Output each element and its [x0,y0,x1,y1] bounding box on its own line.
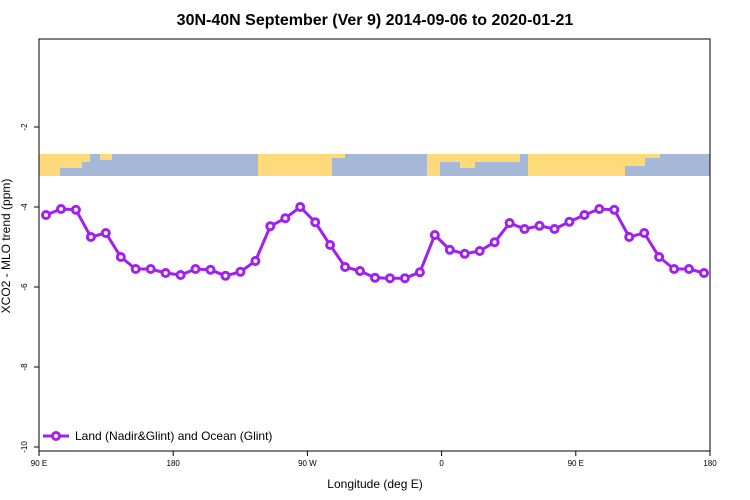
data-point [355,266,365,276]
data-point [489,237,500,248]
x-axis: 90 E 180 90 W 0 90 E 180 [31,451,717,468]
series-group [41,202,709,284]
data-point [399,273,410,284]
data-point [459,248,470,259]
data-point [250,256,261,266]
data-point [70,204,81,215]
data-point [534,220,545,231]
data-point [205,264,216,275]
x-tick-label: 0 [439,459,444,468]
data-point [295,202,306,212]
data-point [41,210,51,220]
map-land [460,154,475,168]
data-point [220,270,231,281]
data-point [340,262,351,272]
data-point [474,246,485,256]
data-point [56,204,66,214]
data-point [414,267,425,278]
map-strip [39,154,710,176]
data-point [145,264,156,274]
data-point [160,268,171,278]
x-tick-label: 180 [167,459,181,468]
map-land [82,154,90,162]
x-tick-label: 90 E [568,459,584,468]
map-land [60,154,82,168]
x-tick-label: 90 E [31,459,47,468]
data-point [504,218,515,228]
y-tick-label: -4 [20,203,29,211]
data-point [669,264,680,274]
data-point [549,224,560,234]
data-point [579,210,590,220]
data-point [370,272,380,283]
data-point [444,244,455,255]
plot-area [38,38,711,452]
map-land [39,154,60,176]
legend: Land (Nadir&Glint) and Ocean (Glint) [43,429,272,443]
x-tick-label: 90 W [298,459,317,468]
map-land [100,154,112,160]
data-point [429,230,440,240]
legend-label: Land (Nadir&Glint) and Ocean (Glint) [75,429,272,443]
y-axis-label: XCO2 - MLO trend (ppm) [0,179,13,314]
data-point [519,224,530,234]
data-point [699,268,709,278]
data-point [100,228,111,238]
y-tick-label: -8 [20,363,29,371]
legend-swatch-marker [51,431,61,441]
data-point [594,204,605,214]
data-point [130,264,141,274]
data-point [265,221,276,232]
data-point [624,232,635,242]
data-point [684,264,694,274]
data-point [235,266,246,277]
map-land [645,154,660,158]
map-land [258,154,332,176]
map-land [528,154,625,176]
y-axis: -2 -4 -6 -8 -10 [20,123,39,453]
x-axis-label: Longitude (deg E) [327,477,422,491]
data-point [190,264,201,274]
data-point [85,232,96,242]
series-line [45,205,705,280]
y-tick-label: -6 [20,283,29,291]
map-land [440,154,520,162]
data-point [310,217,321,228]
y-tick-label: -2 [20,123,29,131]
data-point [325,240,336,250]
data-point [609,204,620,215]
y-tick-label: -10 [20,441,29,453]
chart-title: 30N-40N September (Ver 9) 2014-09-06 to … [177,12,574,29]
data-point [564,216,575,227]
map-land [332,154,345,158]
data-point [654,252,665,262]
data-point [385,273,395,284]
map-land [427,154,440,176]
x-tick-label: 180 [703,459,717,468]
data-point [639,228,650,238]
map-land [625,154,645,166]
data-point [280,213,291,224]
data-point [175,270,186,280]
data-point [115,252,126,262]
